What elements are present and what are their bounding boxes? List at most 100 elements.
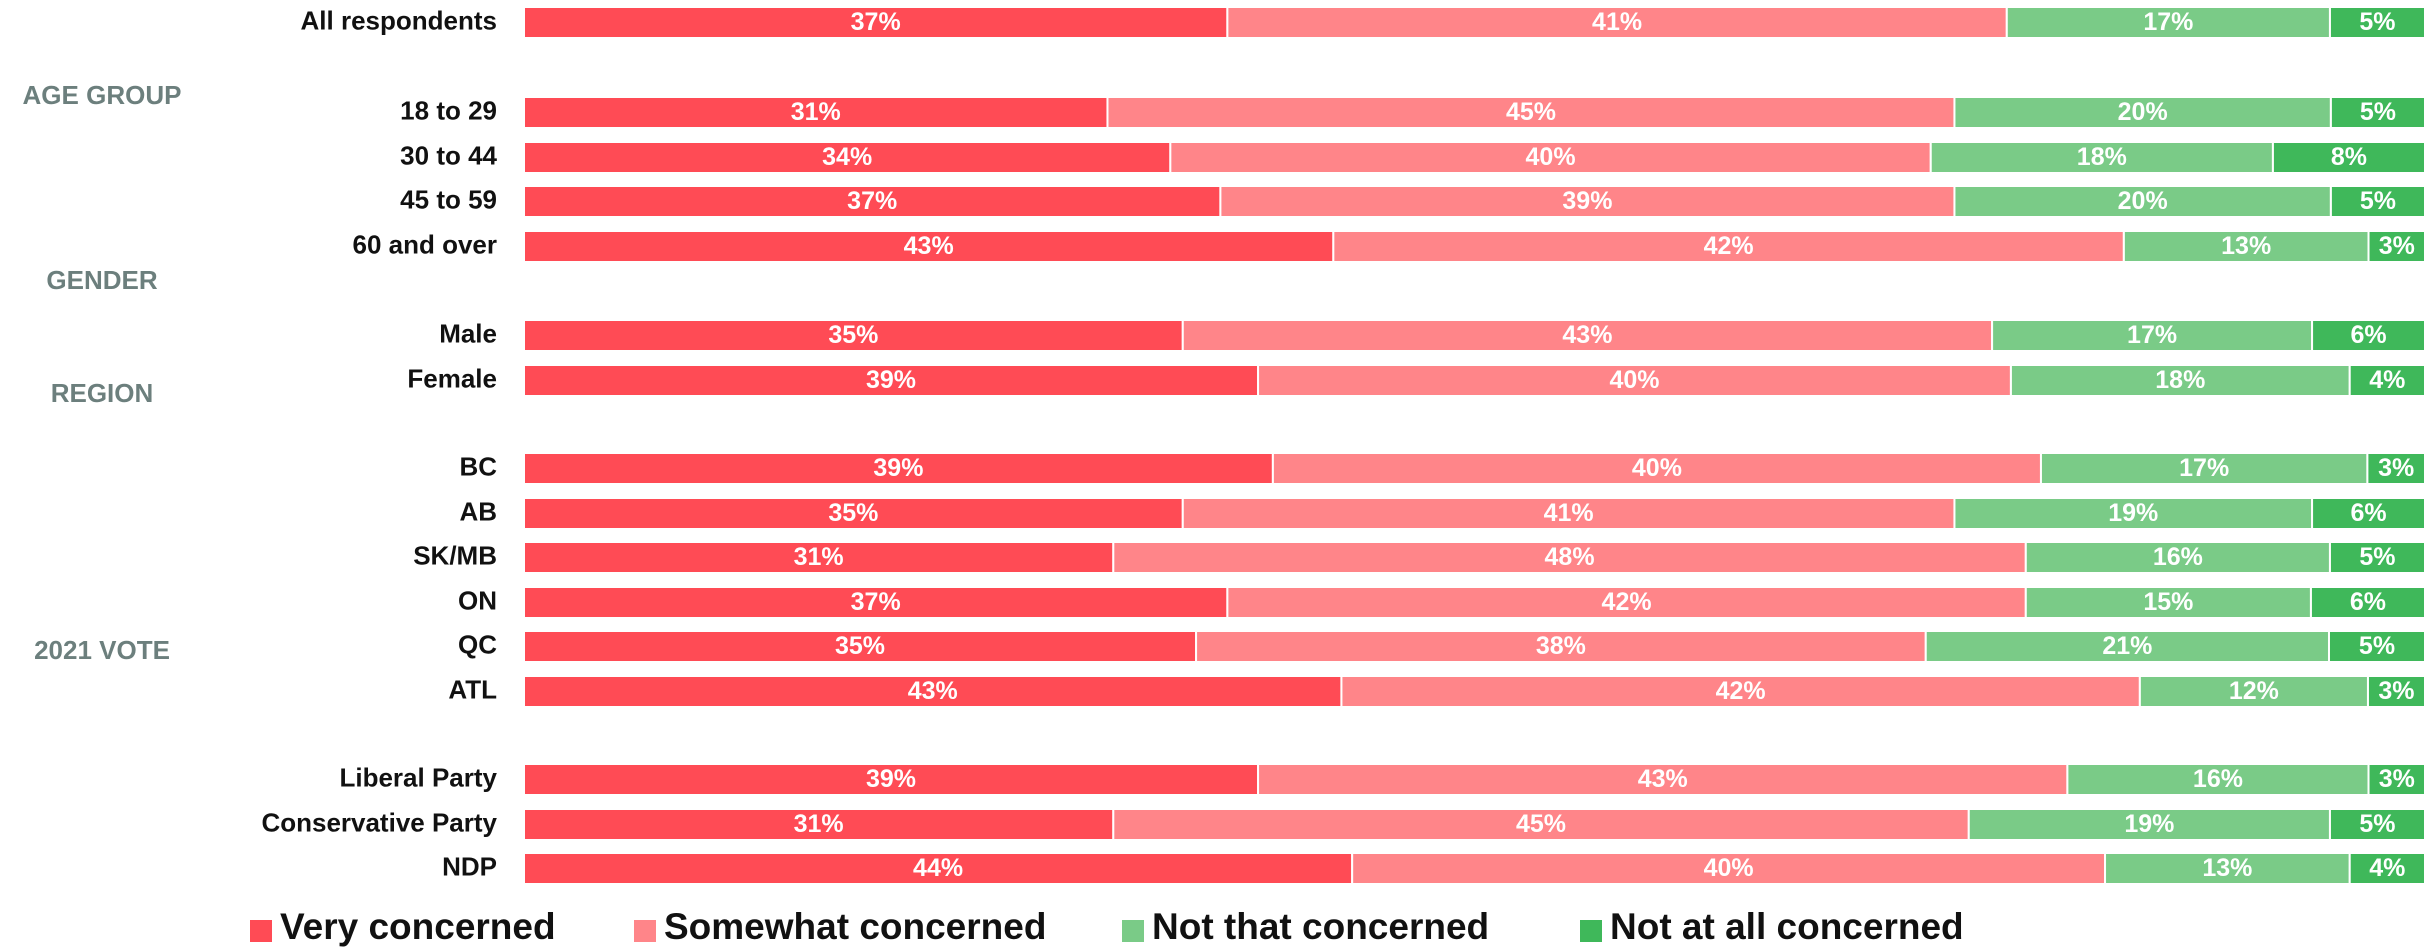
data-label-18-to-29-not-at-all-concerned: 5% [2360,98,2396,126]
bar-segment-30-to-44-not-at-all-concerned [2271,141,2425,174]
data-label-30-to-44-somewhat-concerned: 40% [1526,143,1576,171]
bar-segment-male-very-concerned [523,319,1184,352]
data-label-ndp-somewhat-concerned: 40% [1704,854,1754,882]
bar-segment-all-respondents-somewhat-concerned [1226,6,2008,39]
data-label-30-to-44-very-concerned: 34% [822,143,872,171]
bar-segment-qc-very-concerned [523,630,1198,663]
row-label-all-respondents: All respondents [301,5,497,35]
data-label-sk-mb-not-at-all-concerned: 5% [2359,543,2395,571]
group-labels: AGE GROUP GENDER REGION 2021 VOTE [23,80,182,665]
row-label-bc: BC [459,451,497,481]
row-label-sk-mb: SK/MB [413,540,497,570]
bar-segment-60-and-over-very-concerned [523,230,1335,263]
data-label-male-very-concerned: 35% [828,321,878,349]
legend-swatch-not-that-concerned [1122,920,1144,942]
bar-segment-ndp-somewhat-concerned [1351,852,2107,885]
data-label-qc-not-at-all-concerned: 5% [2359,632,2395,660]
bars: 37% 41% 17% 5% 31% 45% 20% 5% 34% 40% 18% 8% 37% 39% 2… [523,6,2425,885]
bar-segment-60-and-over-somewhat-concerned [1332,230,2125,263]
bar-segment-45-to-59-very-concerned [523,185,1222,218]
data-label-60-and-over-not-that-concerned: 13% [2221,232,2271,260]
data-label-qc-not-that-concerned: 21% [2102,632,2152,660]
bar-segment-sk-mb-not-at-all-concerned [2328,541,2425,574]
bar-segment-qc-not-at-all-concerned [2327,630,2425,663]
data-label-sk-mb-very-concerned: 31% [794,543,844,571]
group-label-gender: GENDER [46,265,157,295]
data-label-30-to-44-not-that-concerned: 18% [2077,143,2127,171]
data-label-sk-mb-somewhat-concerned: 48% [1545,543,1595,571]
bar-segment-45-to-59-not-at-all-concerned [2329,185,2425,218]
data-label-male-not-at-all-concerned: 6% [2350,321,2386,349]
row-label-female: Female [407,363,497,393]
data-label-sk-mb-not-that-concerned: 16% [2153,543,2203,571]
data-label-60-and-over-not-at-all-concerned: 3% [2379,232,2415,260]
data-label-liberal-party-not-that-concerned: 16% [2193,765,2243,793]
data-label-ab-not-that-concerned: 19% [2108,499,2158,527]
bar-segment-female-not-at-all-concerned [2348,364,2425,397]
row-label-ndp: NDP [442,851,497,881]
bar-segment-30-to-44-not-that-concerned [1929,141,2274,174]
bar-segment-female-not-that-concerned [2009,364,2351,397]
bar-segment-atl-very-concerned [523,675,1343,708]
data-label-18-to-29-somewhat-concerned: 45% [1506,98,1556,126]
data-label-qc-very-concerned: 35% [835,632,885,660]
bar-segment-ab-not-that-concerned [1953,497,2314,530]
bar-segment-18-to-29-very-concerned [523,96,1109,129]
data-label-bc-somewhat-concerned: 40% [1632,454,1682,482]
row-labels: All respondents 18 to 29 30 to 44 45 to 59 6… [261,5,497,881]
data-label-conservative-party-somewhat-concerned: 45% [1516,810,1566,838]
data-label-male-not-that-concerned: 17% [2127,321,2177,349]
data-label-atl-somewhat-concerned: 42% [1716,677,1766,705]
data-label-all-respondents-somewhat-concerned: 41% [1592,8,1642,36]
bar-segment-60-and-over-not-at-all-concerned [2367,230,2425,263]
bar-segment-sk-mb-not-that-concerned [2024,541,2331,574]
data-label-on-not-that-concerned: 15% [2143,588,2193,616]
data-label-ab-very-concerned: 35% [828,499,878,527]
bar-segment-all-respondents-very-concerned [523,6,1229,39]
data-label-conservative-party-very-concerned: 31% [794,810,844,838]
data-label-all-respondents-not-at-all-concerned: 5% [2359,8,2395,36]
row-label-qc: QC [458,629,497,659]
data-label-on-very-concerned: 37% [851,588,901,616]
legend-swatch-somewhat-concerned [634,920,656,942]
row-label-liberal-party: Liberal Party [339,762,497,792]
data-label-conservative-party-not-that-concerned: 19% [2124,810,2174,838]
data-label-45-to-59-not-at-all-concerned: 5% [2360,187,2396,215]
data-label-18-to-29-very-concerned: 31% [791,98,841,126]
bar-segment-ndp-very-concerned [523,852,1354,885]
legend-item-somewhat-concerned: Somewhat concerned [634,906,1046,947]
data-label-ndp-not-that-concerned: 13% [2202,854,2252,882]
legend: Very concerned Somewhat concerned Not that… [250,906,1964,947]
data-label-45-to-59-very-concerned: 37% [847,187,897,215]
bar-segment-liberal-party-somewhat-concerned [1257,763,2069,796]
data-label-ab-not-at-all-concerned: 6% [2350,499,2386,527]
data-label-bc-very-concerned: 39% [873,454,923,482]
legend-item-very-concerned: Very concerned [250,906,556,947]
legend-swatch-not-at-all-concerned [1580,920,1602,942]
data-label-female-somewhat-concerned: 40% [1609,366,1659,394]
bar-segment-ab-not-at-all-concerned [2311,497,2425,530]
data-label-ndp-very-concerned: 44% [913,854,963,882]
data-label-60-and-over-somewhat-concerned: 42% [1704,232,1754,260]
data-label-ab-somewhat-concerned: 41% [1544,499,1594,527]
data-label-all-respondents-not-that-concerned: 17% [2143,8,2193,36]
data-label-female-not-at-all-concerned: 4% [2369,366,2405,394]
data-label-30-to-44-not-at-all-concerned: 8% [2331,143,2367,171]
bar-segment-conservative-party-somewhat-concerned [1112,808,1970,841]
bar-segment-45-to-59-somewhat-concerned [1219,185,1956,218]
bar-segment-60-and-over-not-that-concerned [2122,230,2370,263]
legend-item-not-at-all-concerned: Not at all concerned [1580,906,1964,947]
bar-segment-all-respondents-not-that-concerned [2005,6,2331,39]
bar-segment-atl-not-that-concerned [2138,675,2369,708]
legend-label-not-that-concerned: Not that concerned [1152,906,1489,947]
row-label-60-and-over: 60 and over [352,229,497,259]
bar-segment-ab-somewhat-concerned [1181,497,1956,530]
bar-segment-sk-mb-very-concerned [523,541,1115,574]
legend-label-somewhat-concerned: Somewhat concerned [664,906,1046,947]
legend-item-not-that-concerned: Not that concerned [1122,906,1489,947]
data-label-atl-not-at-all-concerned: 3% [2378,677,2414,705]
data-label-atl-very-concerned: 43% [908,677,958,705]
bar-segment-female-very-concerned [523,364,1260,397]
bar-segment-female-somewhat-concerned [1257,364,2012,397]
